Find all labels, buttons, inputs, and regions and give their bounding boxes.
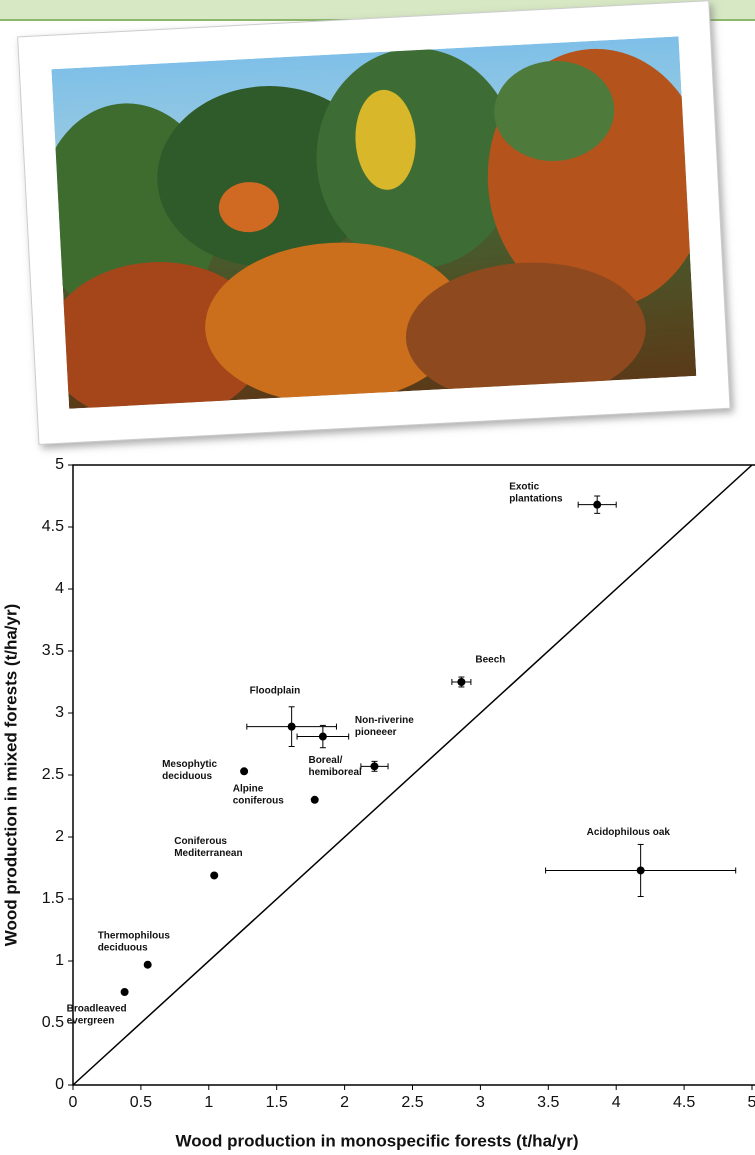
point: [593, 501, 601, 509]
y-tick-label: 1: [55, 952, 64, 969]
y-tick-label: 4: [55, 580, 64, 597]
x-tick-label: 4: [612, 1094, 621, 1111]
page: {"chart_data": {"type": "scatter", "x_la…: [0, 0, 755, 1155]
point: [311, 796, 319, 804]
point-label: deciduous: [162, 771, 212, 782]
y-tick-label: 5: [55, 456, 64, 473]
point: [240, 767, 248, 775]
screenshot: Wood production in monospecific forests …: [0, 0, 755, 1155]
point-label: Floodplain: [250, 685, 301, 696]
point-label: Beech: [475, 655, 505, 666]
point-label: plantations: [509, 493, 563, 504]
y-tick-label: 0.5: [42, 1014, 64, 1031]
x-tick-label: 5: [748, 1094, 755, 1111]
point: [457, 678, 465, 686]
y-tick-label: 3: [55, 704, 64, 721]
y-axis-title: Wood production in mixed forests (t/ha/y…: [1, 604, 20, 947]
chart: Wood production in monospecific forests …: [1, 456, 755, 1150]
y-tick-label: 2.5: [42, 766, 64, 783]
point-label: Non-riverine: [355, 715, 414, 726]
x-tick-label: 1: [204, 1094, 213, 1111]
y-tick-label: 2: [55, 828, 64, 845]
x-axis-title: Wood production in monospecific forests …: [176, 1131, 579, 1150]
point-label: pioneeer: [355, 727, 397, 738]
point-label: Mediterranean: [174, 848, 242, 859]
y-tick-label: 3.5: [42, 642, 64, 659]
x-tick-label: 1.5: [266, 1094, 288, 1111]
x-tick-label: 3.5: [537, 1094, 559, 1111]
y-tick-label: 4.5: [42, 518, 64, 535]
point-label: coniferous: [233, 795, 285, 806]
point-label: Acidophilous oak: [587, 827, 671, 838]
point: [637, 866, 645, 874]
point-label: Alpine: [233, 783, 264, 794]
photo-frame: [18, 1, 730, 445]
point: [319, 733, 327, 741]
forest-photo: [31, 33, 719, 428]
x-tick-label: 3: [476, 1094, 485, 1111]
point-label: Exotic: [509, 481, 539, 492]
point-label: Boreal/: [308, 755, 342, 766]
point-label: hemiboreal: [308, 767, 362, 778]
y-tick-label: 0: [55, 1076, 64, 1093]
point: [121, 988, 129, 996]
x-tick-label: 0.5: [130, 1094, 152, 1111]
point: [370, 762, 378, 770]
y-tick-label: 1.5: [42, 890, 64, 907]
x-tick-label: 2.5: [401, 1094, 423, 1111]
point-label: Broadleaved: [67, 1004, 127, 1015]
x-tick-label: 4.5: [673, 1094, 695, 1111]
point: [210, 871, 218, 879]
point-label: deciduous: [98, 942, 148, 953]
x-tick-label: 0: [69, 1094, 78, 1111]
point-label: Coniferous: [174, 836, 227, 847]
x-tick-label: 2: [340, 1094, 349, 1111]
point-label: evergreen: [67, 1016, 115, 1027]
point: [288, 723, 296, 731]
point-label: Thermophilous: [98, 930, 171, 941]
point-label: Mesophytic: [162, 759, 217, 770]
point: [144, 961, 152, 969]
